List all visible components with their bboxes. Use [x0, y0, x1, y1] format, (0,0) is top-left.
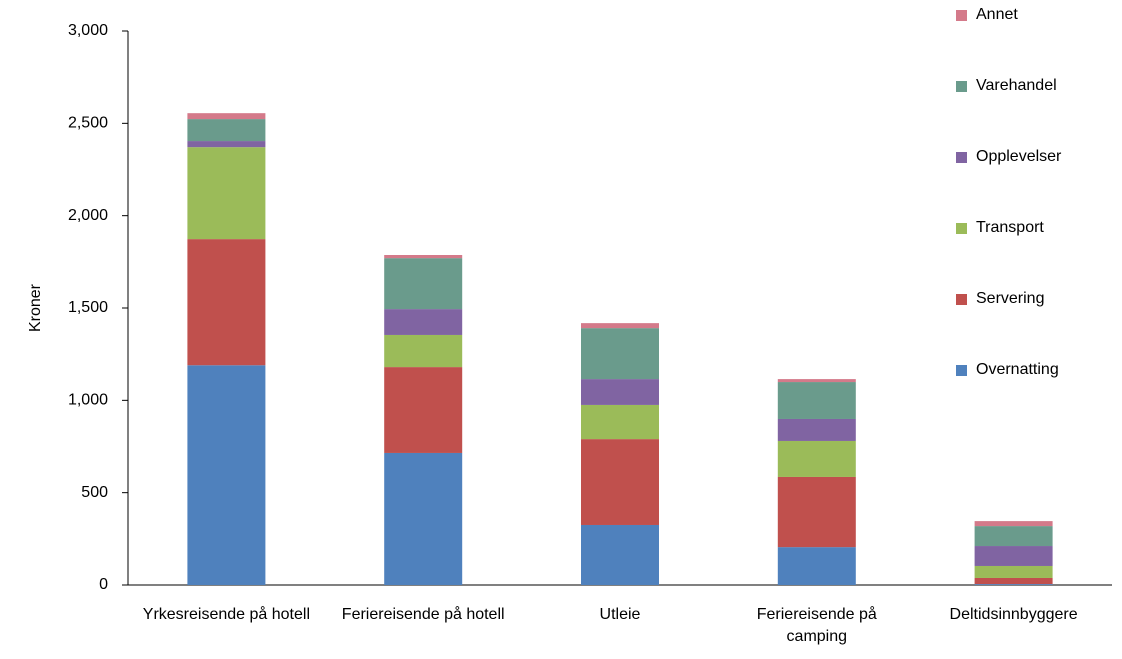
bar-segment — [384, 309, 463, 335]
legend-label: Overnatting — [976, 361, 1059, 378]
bar-segment — [581, 439, 659, 525]
bar-segment — [187, 141, 266, 148]
bar-segment — [777, 379, 856, 383]
legend-swatch — [956, 81, 967, 92]
bar-segment — [974, 584, 1053, 585]
legend-label: Opplevelser — [976, 148, 1062, 165]
bar-segment — [384, 367, 463, 453]
x-tick-label: Yrkesreisende på hotell — [142, 606, 310, 623]
bar-segment — [581, 323, 659, 329]
bar-segment — [384, 258, 463, 310]
y-tick-label: 500 — [81, 484, 108, 501]
bar-segment — [187, 113, 266, 120]
y-tick-label: 1,000 — [68, 392, 108, 409]
bar-segment — [974, 546, 1053, 566]
y-tick-label: 0 — [99, 576, 108, 593]
legend-label: Annet — [976, 6, 1018, 23]
bar-segment — [581, 404, 659, 440]
bar-segment — [581, 524, 659, 585]
y-tick-label: 3,000 — [68, 22, 108, 39]
y-tick-label: 2,000 — [68, 207, 108, 224]
bar-segment — [974, 565, 1053, 578]
x-tick-label: Deltidsinnbyggere — [949, 606, 1078, 623]
legend-label: Servering — [976, 290, 1044, 307]
bar-segment — [187, 365, 266, 585]
bar-segment — [581, 328, 659, 380]
x-tick-label: Feriereisende på camping — [756, 606, 877, 645]
y-tick-label: 2,500 — [68, 115, 108, 132]
bar-segment — [974, 526, 1053, 547]
bar-segment — [384, 255, 463, 259]
y-axis-label: Kroner — [27, 283, 44, 332]
bar-segment — [777, 547, 856, 585]
bar-segment — [974, 521, 1053, 527]
bar-segment — [777, 476, 856, 548]
legend-swatch — [956, 223, 967, 234]
bar-segment — [974, 577, 1053, 585]
legend-swatch — [956, 365, 967, 376]
x-tick-label: Feriereisende på hotell — [341, 606, 505, 623]
bar-segment — [581, 379, 659, 405]
legend-swatch — [956, 10, 967, 21]
bar-segment — [777, 418, 856, 441]
x-tick-label: Utleie — [599, 606, 641, 623]
bar-segment — [187, 147, 266, 240]
bar-segment — [777, 440, 856, 477]
legend-label: Transport — [976, 219, 1044, 236]
bar-segment — [187, 119, 266, 142]
legend-swatch — [956, 152, 967, 163]
legend-swatch — [956, 294, 967, 305]
legend-label: Varehandel — [976, 77, 1057, 94]
bar-segment — [384, 334, 463, 368]
bar-segment — [384, 452, 463, 585]
y-tick-label: 1,500 — [68, 299, 108, 316]
bar-segment — [777, 382, 856, 419]
bar-segment — [187, 239, 266, 366]
